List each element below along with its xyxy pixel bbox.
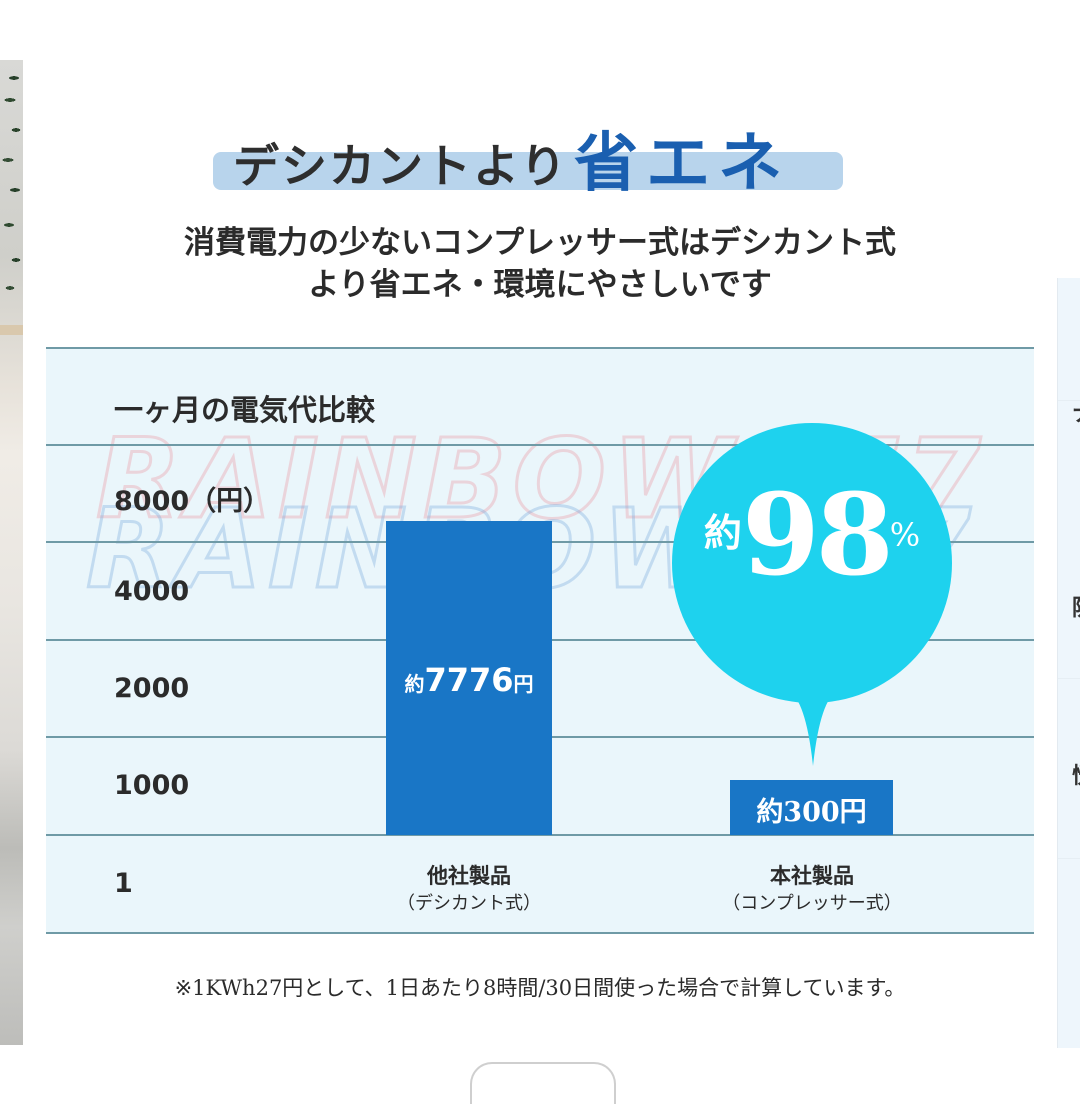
y-tick-label: 4000 bbox=[114, 576, 190, 607]
value-suffix: 円 bbox=[513, 672, 534, 696]
value-number: 7776 bbox=[424, 661, 514, 699]
carousel-indicator[interactable] bbox=[470, 1062, 616, 1104]
divider bbox=[1058, 858, 1080, 859]
y-tick-label: 1000 bbox=[114, 770, 190, 801]
value-prefix: 約 bbox=[404, 672, 425, 696]
savings-bubble bbox=[672, 423, 952, 703]
grid-line bbox=[46, 347, 1034, 349]
subtitle-line-1: 消費電力の少ないコンプレッサー式はデシカント式 bbox=[183, 225, 897, 261]
savings-suffix: % bbox=[889, 516, 921, 554]
grid-line bbox=[46, 444, 1034, 446]
chart-title: 一ヶ月の電気代比較 bbox=[114, 393, 376, 427]
category-name: 本社製品 bbox=[770, 864, 854, 888]
savings-prefix: 約 bbox=[703, 510, 742, 555]
x-category-own: 本社製品 （コンプレッサー式） bbox=[692, 863, 932, 917]
title-text: デシカントより省エネ bbox=[233, 112, 790, 204]
category-type: （コンプレッサー式） bbox=[722, 893, 902, 914]
subtitle: 消費電力の少ないコンプレッサー式はデシカント式 より省エネ・環境にやさしいです bbox=[0, 222, 1080, 306]
bar-value-label: 約300円 bbox=[756, 797, 867, 828]
adjacent-slide-panel: ナ 防 恍 bbox=[1057, 278, 1080, 1048]
plant-leaves bbox=[0, 60, 23, 300]
title-prefix: デシカントより bbox=[233, 139, 569, 193]
category-type: （デシカント式） bbox=[397, 893, 541, 914]
x-category-competitor: 他社製品 （デシカント式） bbox=[359, 863, 579, 917]
bar-competitor: 約7776円 bbox=[386, 521, 552, 835]
title-accent: 省エネ bbox=[574, 127, 791, 201]
y-tick-label: 2000 bbox=[114, 673, 190, 704]
adjacent-product-image bbox=[0, 60, 23, 1045]
subtitle-line-2: より省エネ・環境にやさしいです bbox=[308, 267, 772, 303]
savings-number: 98 bbox=[741, 470, 894, 601]
divider bbox=[1058, 678, 1080, 679]
category-name: 他社製品 bbox=[427, 864, 511, 888]
y-tick-label: 1 bbox=[114, 868, 133, 899]
bar-value-label: 約7776円 bbox=[386, 661, 552, 699]
panel-text: 防 bbox=[1072, 590, 1080, 622]
grid-line bbox=[46, 932, 1034, 934]
grid-line bbox=[46, 834, 1034, 836]
title-highlight-band bbox=[213, 152, 843, 190]
panel-text: 恍 bbox=[1072, 758, 1080, 790]
divider bbox=[1058, 400, 1080, 401]
bubble-tail-icon bbox=[788, 690, 838, 766]
calculation-footnote: ※1KWh27円として、1日あたり8時間/30日間使った場合で計算しています。 bbox=[174, 976, 906, 1000]
panel-text: ナ bbox=[1072, 396, 1080, 428]
shelf bbox=[0, 325, 23, 335]
bar-own-product: 約300円 bbox=[730, 780, 893, 835]
page-title: デシカントより省エネ bbox=[213, 110, 843, 201]
y-tick-label: 8000（円） bbox=[114, 486, 271, 517]
savings-percentage: 約98% bbox=[672, 470, 952, 601]
